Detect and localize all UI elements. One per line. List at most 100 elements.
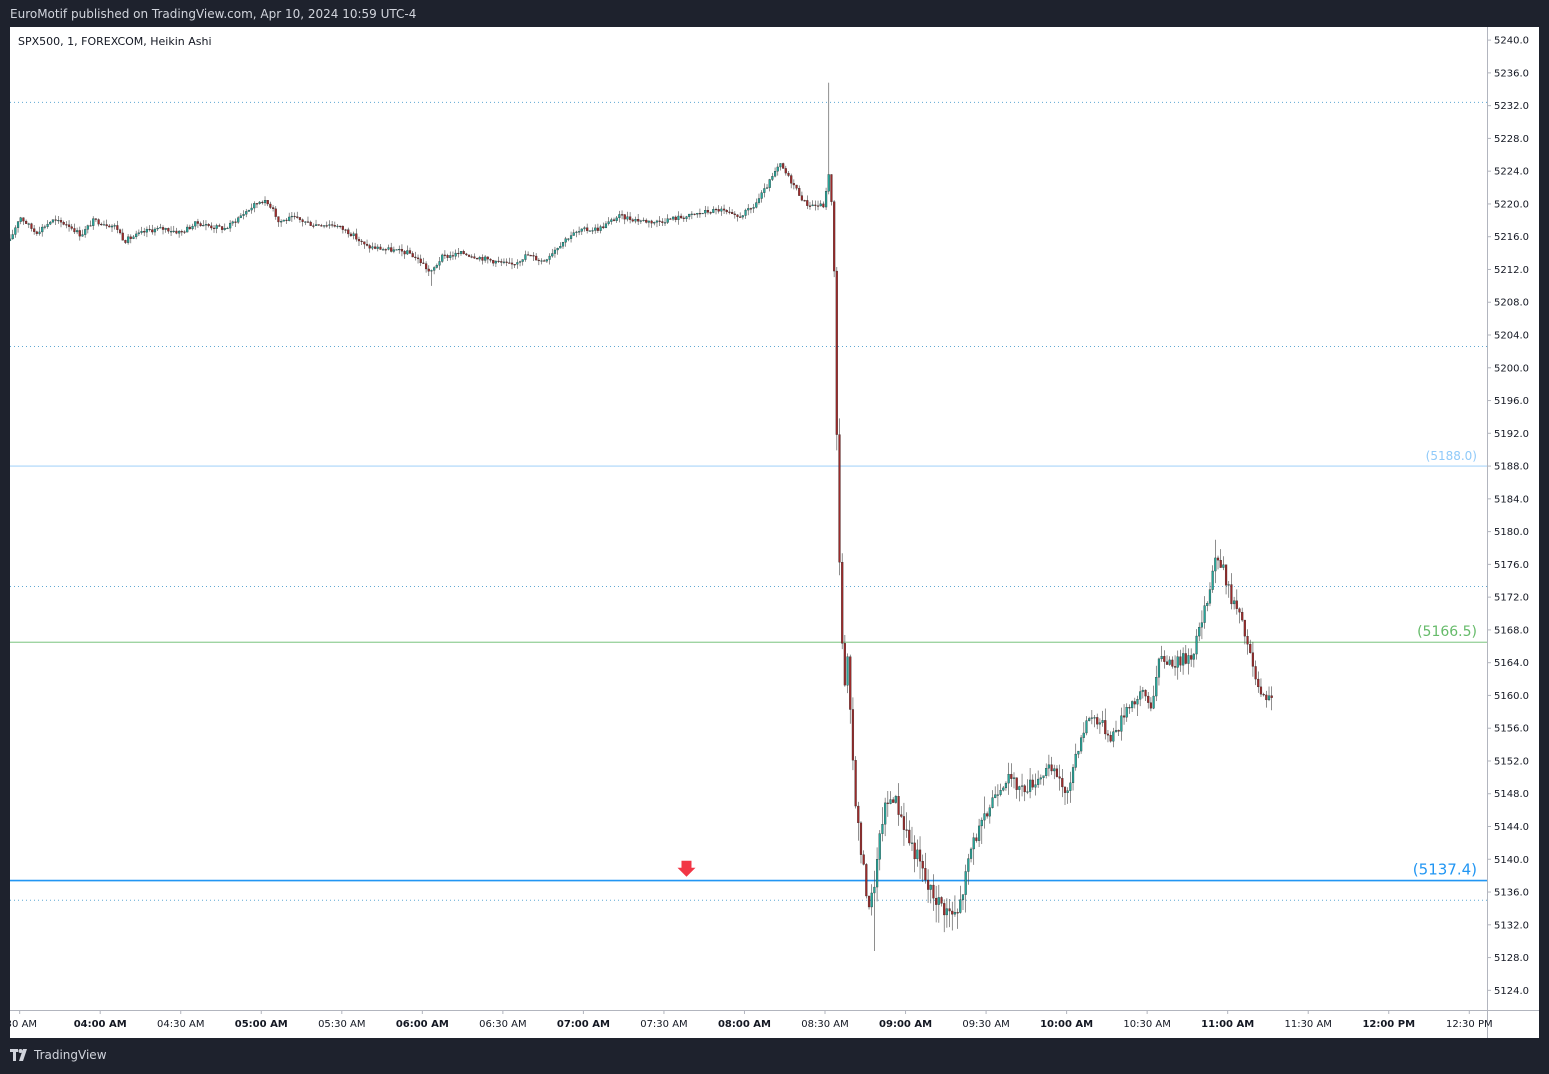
candle-body-94 [261, 201, 264, 204]
candle-body-260 [706, 210, 710, 213]
candle-body-77 [215, 225, 218, 229]
candle-body-351 [951, 910, 954, 915]
candle-body-323 [875, 859, 879, 888]
candle-body-208 [567, 238, 570, 240]
candle-body-179 [489, 258, 492, 261]
candle-body-170 [465, 253, 468, 256]
x-tick-label-6: 06:30 AM [479, 1019, 526, 1030]
y-tick-label-2: 5232.0 [1494, 101, 1529, 112]
candle-body-14 [46, 223, 49, 227]
candle-body-35 [102, 224, 106, 226]
candle-body-87 [242, 214, 245, 216]
candle-body-101 [280, 221, 283, 223]
y-tick-label-22: 5152.0 [1494, 756, 1529, 767]
candle-body-269 [731, 212, 734, 215]
candle-body-76 [212, 227, 216, 229]
candle-body-247 [671, 216, 675, 220]
candle-body-310 [841, 562, 844, 644]
candle-body-317 [859, 822, 863, 855]
brand[interactable]: TradingView [10, 1048, 107, 1062]
candle-body-51 [145, 228, 148, 233]
down-arrow-marker[interactable] [677, 860, 696, 877]
candle-body-320 [867, 895, 871, 908]
chart-area[interactable]: (5188.0) (5166.5) (5137.4) 5240.0 5236.0 5232… [10, 27, 1539, 1038]
candle-body-57 [161, 227, 165, 230]
candle-body-41 [118, 229, 122, 234]
candle-body-288 [782, 163, 785, 169]
candle-body-464 [1254, 666, 1257, 680]
candle-body-259 [704, 210, 707, 214]
candle-body-45 [129, 236, 132, 239]
candle-body-49 [140, 231, 143, 233]
candle-body-73 [204, 224, 208, 226]
candle-body-240 [653, 222, 656, 224]
y-tick-label-18: 5168.0 [1494, 625, 1529, 636]
candle-body-305 [827, 174, 830, 192]
candle-body-375 [1015, 777, 1018, 790]
candle-body-308 [835, 270, 838, 435]
candle-body-173 [473, 256, 476, 259]
candle-body-460 [1243, 619, 1246, 637]
candle-body-214 [583, 227, 586, 230]
candle-body-434 [1173, 666, 1177, 668]
candle-body-367 [994, 794, 997, 798]
candle-body-62 [175, 230, 178, 234]
x-tick-label-3: 05:00 AM [235, 1019, 288, 1030]
candle-body-328 [889, 799, 892, 804]
candle-body-432 [1168, 659, 1171, 665]
candle-body-321 [870, 892, 873, 908]
candle-body-290 [787, 172, 790, 176]
candle-body-467 [1262, 694, 1265, 696]
candle-body-216 [588, 230, 591, 232]
candle-body-386 [1045, 768, 1048, 776]
candle-body-438 [1184, 653, 1187, 664]
candle-body-315 [854, 760, 857, 807]
candle-body-110 [304, 221, 307, 223]
candle-body-337 [913, 842, 916, 860]
candle-body-75 [210, 225, 213, 229]
x-tick-label-13: 10:00 AM [1040, 1019, 1093, 1030]
candle-body-458 [1238, 608, 1241, 613]
candle-body-372 [1007, 774, 1010, 784]
candle-body-168 [459, 251, 463, 254]
candle-body-256 [696, 213, 699, 215]
candle-body-429 [1160, 656, 1163, 660]
candle-body-385 [1042, 775, 1045, 778]
candle-body-382 [1034, 784, 1037, 788]
candle-body-425 [1149, 702, 1152, 709]
x-tick-label-8: 07:30 AM [640, 1019, 687, 1030]
price-chart[interactable]: (5188.0) (5166.5) (5137.4) 5240.0 5236.0 5232… [10, 27, 1539, 1038]
candle-body-392 [1061, 778, 1064, 788]
candle-body-313 [849, 656, 852, 710]
candle-body-96 [266, 200, 269, 205]
candle-body-415 [1122, 715, 1126, 718]
candle-body-50 [143, 231, 146, 233]
candle-body-465 [1257, 678, 1260, 688]
candle-body-421 [1139, 691, 1142, 700]
candle-body-276 [749, 208, 753, 210]
candle-body-157 [430, 270, 433, 272]
candle-body-74 [207, 224, 210, 226]
candle-body-105 [290, 215, 293, 218]
candle-body-166 [454, 252, 457, 257]
candle-body-95 [263, 200, 267, 204]
candle-body-449 [1214, 557, 1217, 572]
candle-body-37 [108, 225, 111, 228]
candle-body-466 [1259, 686, 1263, 695]
candle-body-463 [1251, 652, 1255, 667]
candle-body-227 [618, 214, 621, 219]
candle-body-217 [591, 230, 594, 232]
candle-body-64 [180, 231, 183, 233]
candle-body-199 [543, 260, 546, 262]
candle-body-17 [54, 219, 57, 221]
candle-body-303 [822, 203, 825, 208]
candle-body-130 [357, 239, 361, 242]
candle-body-182 [497, 260, 500, 263]
candle-body-24 [73, 228, 76, 233]
candle-body-380 [1029, 779, 1032, 792]
candle-body-248 [674, 216, 677, 220]
candle-body-297 [806, 200, 809, 206]
candle-body-184 [502, 261, 506, 263]
candle-body-107 [296, 216, 299, 218]
candle-body-246 [669, 218, 672, 220]
